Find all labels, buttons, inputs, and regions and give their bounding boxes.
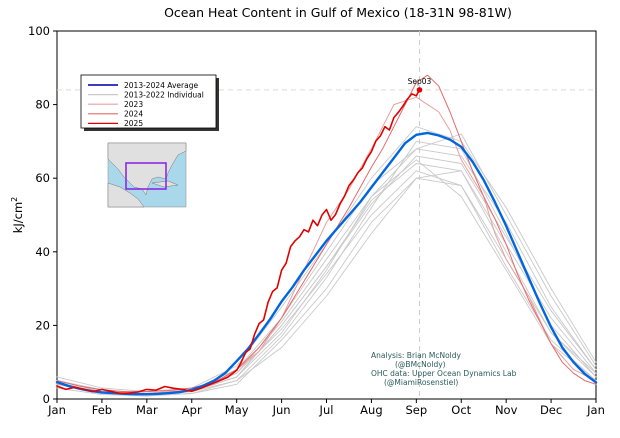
x-tick-label: Aug <box>360 403 382 417</box>
x-tick-label: Dec <box>540 403 562 417</box>
x-tick-label: Oct <box>451 403 471 417</box>
credit-line-1: Analysis: Brian McNoldy <box>371 351 461 360</box>
map-land-south <box>107 182 145 208</box>
y-tick-label: 40 <box>35 245 50 259</box>
legend-label: 2023 <box>124 100 143 109</box>
x-tick-label: Jun <box>272 403 291 417</box>
crosshair-layer <box>57 31 596 399</box>
x-tick-label: Jan <box>47 403 66 417</box>
x-tick-label: Sep <box>405 403 427 417</box>
y-tick-label: 80 <box>35 98 50 112</box>
credit-line-4: (@MiamiRosenstiel) <box>384 378 458 387</box>
x-tick-label: Feb <box>92 403 112 417</box>
x-tick-label: May <box>225 403 249 417</box>
series-line-2025 <box>56 89 421 395</box>
y-tick-label: 100 <box>28 24 50 38</box>
y-axis-label: kJ/cm2 <box>10 197 25 234</box>
series-line-2024 <box>56 74 597 393</box>
series-line-2023 <box>56 96 597 394</box>
y-axis-label-main: kJ/cm <box>11 202 25 233</box>
annotation-label: Sep03 <box>408 77 432 86</box>
credits: Analysis: Brian McNoldy (@BMcNoldy) OHC … <box>371 351 517 387</box>
highlight-series-layer <box>55 74 598 396</box>
credit-line-2: (@BMcNoldy) <box>395 360 446 369</box>
legend-label: 2013-2022 Individual <box>124 90 204 99</box>
y-tick-label: 0 <box>43 392 50 406</box>
legend-label: 2013-2024 Average <box>124 81 198 90</box>
ticks-layer: 0 20 40 60 80 100 Jan Feb Mar Apr May Jun Jul Aug Sep O… <box>28 24 605 417</box>
chart-title: Ocean Heat Content in Gulf of Mexico (18… <box>164 5 512 20</box>
annotation-point <box>416 87 423 93</box>
x-tick-label: Nov <box>495 403 518 417</box>
x-tick-label: Jul <box>319 403 334 417</box>
map-island <box>151 180 179 188</box>
legend-box <box>80 74 217 129</box>
y-axis-label-superscript: 2 <box>10 197 19 202</box>
map-region-box <box>125 162 167 190</box>
credit-line-3: OHC data: Upper Ocean Dynamics Lab <box>371 369 517 378</box>
y-tick-label: 20 <box>35 318 50 332</box>
region-map <box>107 142 187 208</box>
legend-label: 2025 <box>124 119 143 128</box>
svg-text:kJ/cm2: kJ/cm2 <box>10 197 25 234</box>
legend-label: 2024 <box>124 110 143 119</box>
x-tick-label: Apr <box>182 403 202 417</box>
map-land <box>107 142 187 196</box>
x-tick-label: Mar <box>136 403 158 417</box>
x-tick-label: Jan <box>586 403 605 417</box>
annotation-layer: Sep03 <box>408 77 432 93</box>
y-tick-label: 60 <box>35 171 50 185</box>
series-line-2013-2024-average <box>55 131 598 396</box>
